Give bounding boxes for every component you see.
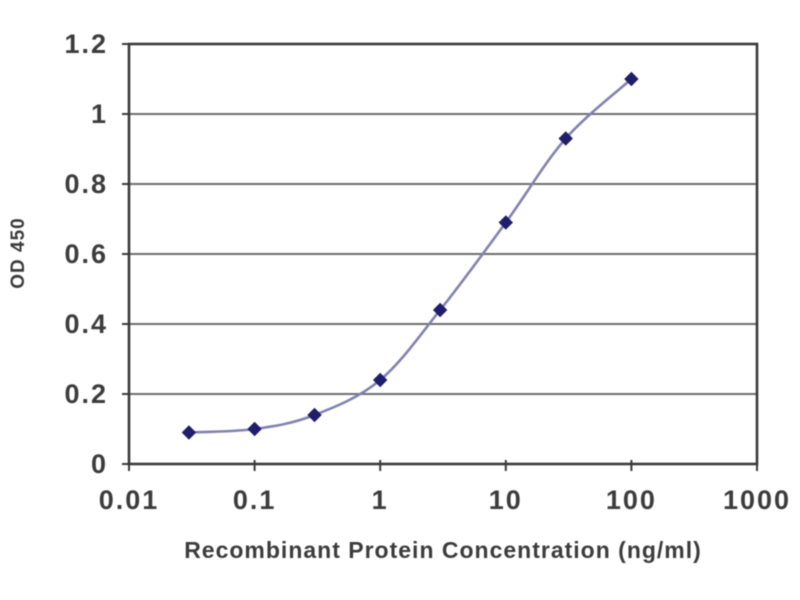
y-tick-label-0: 0 bbox=[90, 449, 108, 479]
y-tick-label-0.6: 0.6 bbox=[64, 239, 108, 269]
data-point-marker bbox=[181, 425, 197, 440]
x-tick-label-100: 100 bbox=[605, 485, 657, 515]
x-axis-title: Recombinant Protein Concentration (ng/ml… bbox=[184, 537, 702, 563]
x-tick-label-1000: 1000 bbox=[722, 485, 792, 515]
y-axis-title: OD 450 bbox=[8, 217, 29, 289]
x-tick-label-10: 10 bbox=[488, 485, 523, 515]
series-line bbox=[188, 78, 633, 434]
y-tick-label-1.2: 1.2 bbox=[64, 29, 108, 59]
data-point-marker bbox=[372, 372, 388, 388]
y-tick-label-1: 1 bbox=[90, 99, 108, 129]
data-point-marker bbox=[247, 421, 262, 437]
data-point-marker bbox=[498, 215, 514, 230]
y-tick-label-0.4: 0.4 bbox=[64, 309, 108, 339]
x-tick-label-0.01: 0.01 bbox=[98, 485, 160, 515]
y-tick-label-0.2: 0.2 bbox=[64, 379, 108, 409]
y-tick-label-0.8: 0.8 bbox=[64, 169, 108, 199]
x-tick-label-1: 1 bbox=[371, 485, 389, 515]
data-point-marker bbox=[432, 302, 448, 318]
x-tick-label-0.1: 0.1 bbox=[232, 485, 277, 515]
data-point-marker bbox=[307, 407, 322, 423]
data-point-marker bbox=[558, 131, 573, 146]
data-point-marker bbox=[624, 71, 639, 87]
